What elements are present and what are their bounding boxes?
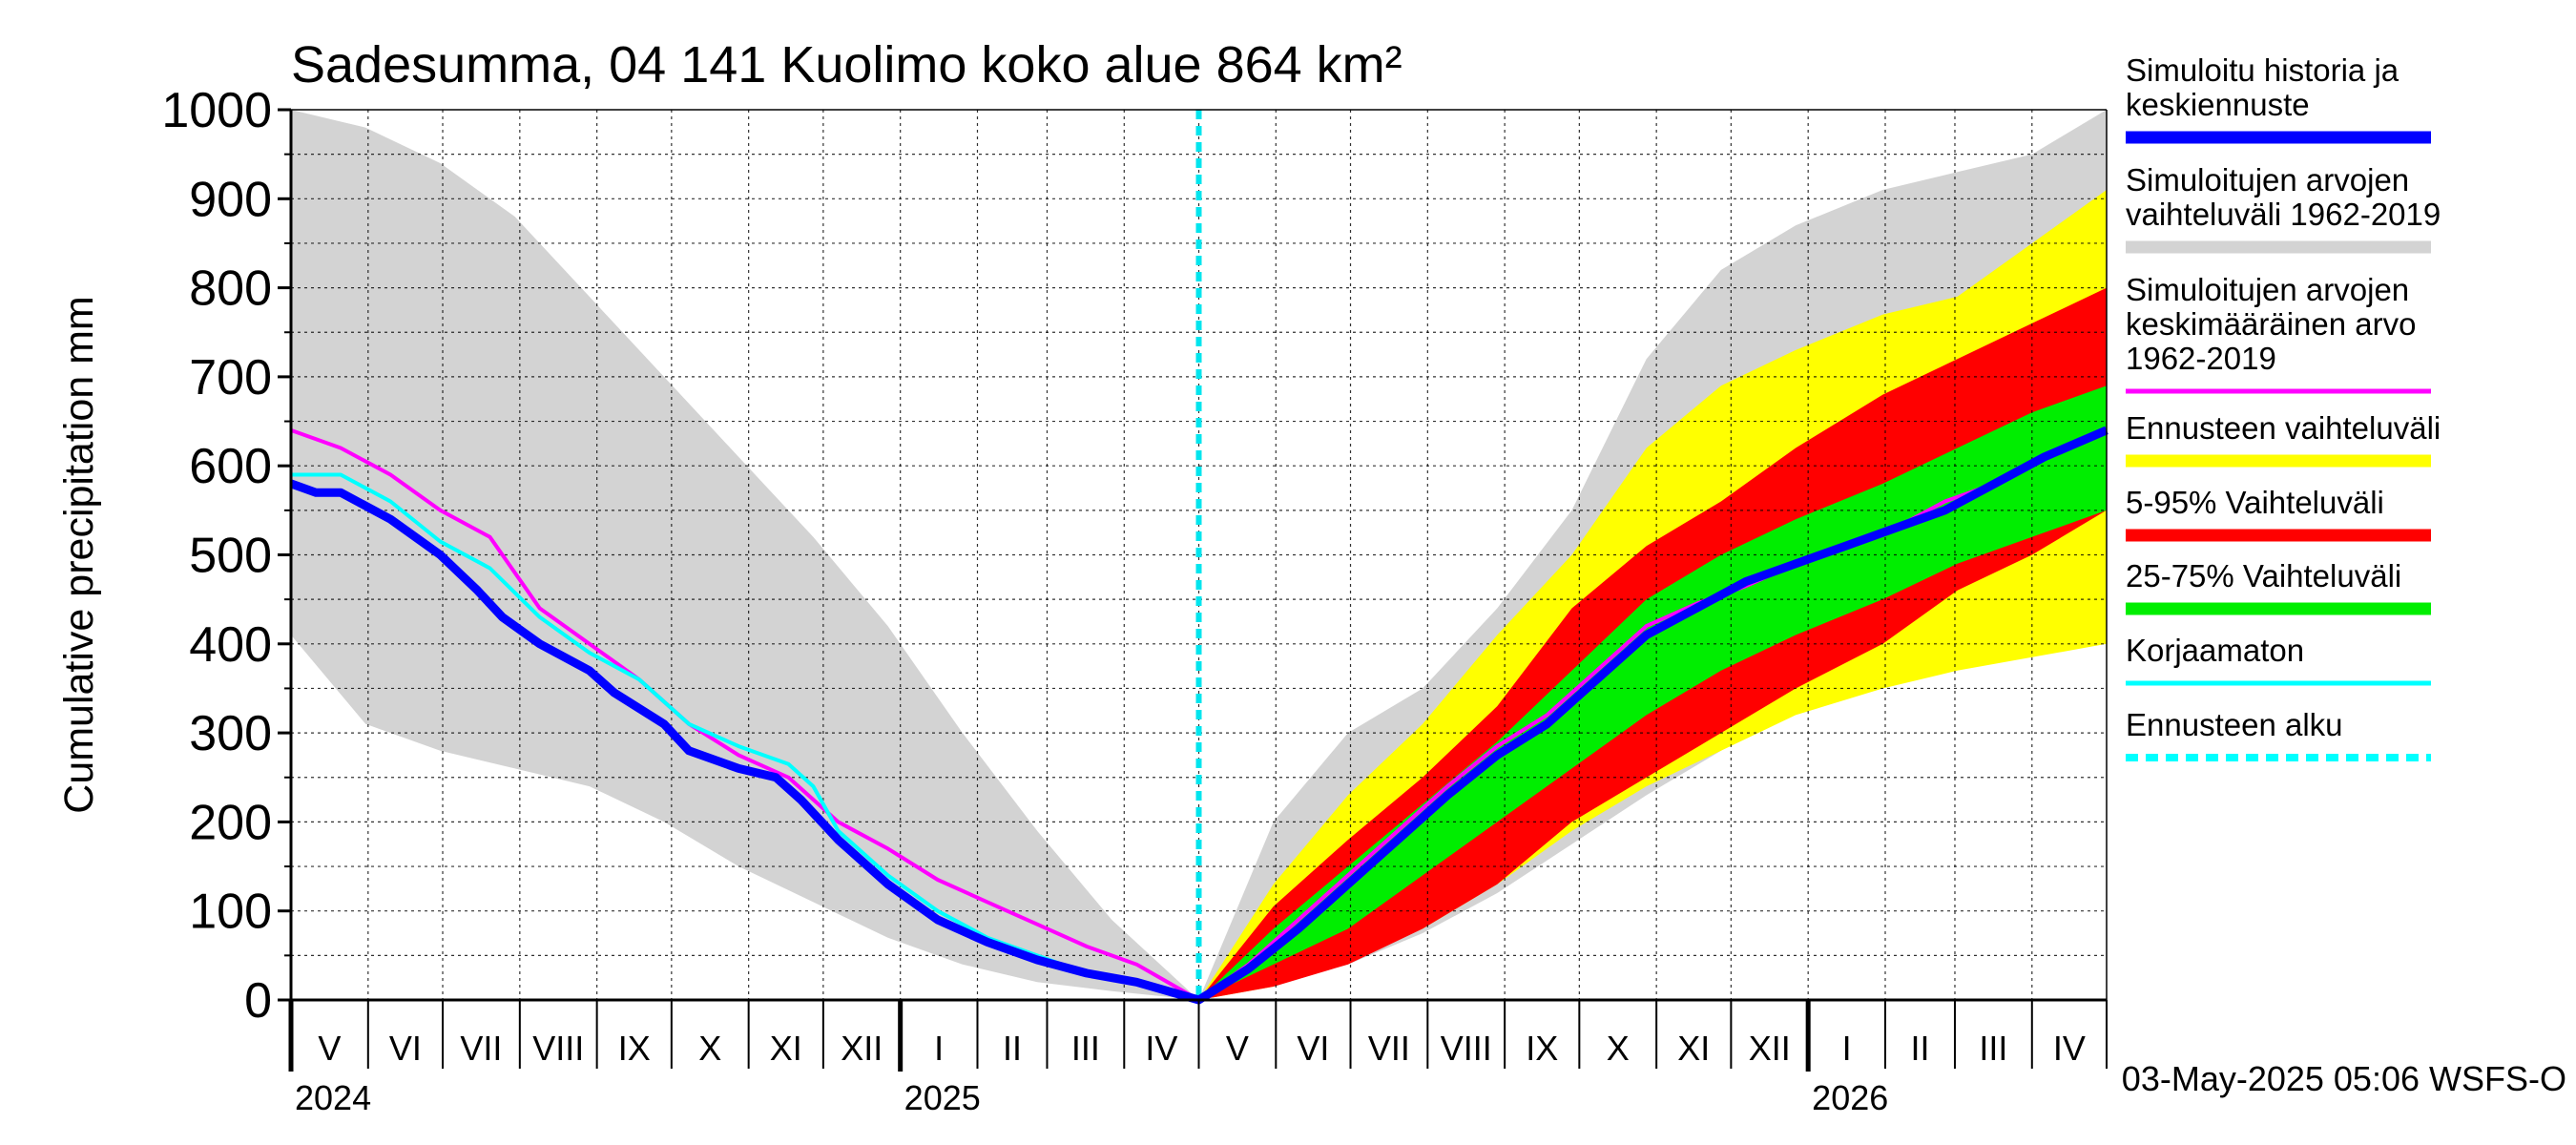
y-tick-label: 100: [189, 885, 272, 940]
x-month-label: X: [698, 1029, 721, 1068]
x-year-label: 2025: [904, 1078, 981, 1117]
x-month-label: VI: [389, 1029, 422, 1068]
legend-label: Ennusteen alku: [2126, 707, 2343, 742]
y-tick-label: 300: [189, 706, 272, 761]
y-tick-label: 400: [189, 617, 272, 673]
y-axis-label: Cumulative precipitation mm: [56, 296, 102, 813]
x-month-label: VII: [460, 1029, 502, 1068]
timestamp-footer: 03-May-2025 05:06 WSFS-O: [2122, 1059, 2566, 1098]
x-month-label: XI: [770, 1029, 802, 1068]
x-month-label: II: [1003, 1029, 1022, 1068]
y-tick-label: 0: [244, 973, 272, 1029]
x-month-label: II: [1910, 1029, 1929, 1068]
band-0: [291, 110, 1199, 1000]
grid-layer: [291, 110, 2107, 1000]
series-line-2: [289, 426, 2109, 1005]
x-year-label: 2024: [295, 1078, 371, 1117]
legend-label: 25-75% Vaihteluväli: [2126, 558, 2401, 593]
legend-label: Simuloitujen arvojen: [2126, 272, 2409, 307]
x-month-label: VI: [1297, 1029, 1329, 1068]
y-tick-label: 500: [189, 529, 272, 584]
legend-label: Simuloitu historia ja: [2126, 52, 2399, 88]
y-tick-label: 900: [189, 172, 272, 227]
x-month-label: IX: [1526, 1029, 1558, 1068]
band-4: [1198, 385, 2107, 1000]
x-month-label: V: [318, 1029, 341, 1068]
x-month-label: X: [1607, 1029, 1630, 1068]
bands-layer: [291, 110, 2107, 1001]
x-month-label: VIII: [1441, 1029, 1492, 1068]
x-month-label: IV: [1145, 1029, 1177, 1068]
x-month-label: III: [1979, 1029, 2007, 1068]
x-month-label: III: [1071, 1029, 1100, 1068]
x-month-label: I: [1842, 1029, 1852, 1068]
y-tick-label: 800: [189, 261, 272, 317]
x-month-label: IX: [618, 1029, 651, 1068]
legend-label: 5-95% Vaihteluväli: [2126, 485, 2384, 520]
chart-title: Sadesumma, 04 141 Kuolimo koko alue 864 …: [291, 36, 1402, 94]
x-month-label: XII: [1749, 1029, 1791, 1068]
x-month-label: VIII: [532, 1029, 584, 1068]
x-month-label: V: [1226, 1029, 1249, 1068]
x-month-label: XI: [1677, 1029, 1710, 1068]
legend-label: Korjaamaton: [2126, 633, 2304, 668]
legend-label: keskiennuste: [2126, 87, 2310, 122]
legend-label: 1962-2019: [2126, 341, 2276, 376]
y-tick-label: 700: [189, 350, 272, 406]
legend-label: vaihteluväli 1962-2019: [2126, 197, 2441, 232]
legend-label: keskimääräinen arvo: [2126, 306, 2416, 342]
legend-label: Ennusteen vaihteluväli: [2126, 410, 2441, 446]
x-month-label: VII: [1368, 1029, 1410, 1068]
x-year-label: 2026: [1812, 1078, 1888, 1117]
x-month-label: I: [934, 1029, 944, 1068]
legend-label: Simuloitujen arvojen: [2126, 162, 2409, 198]
y-tick-label: 1000: [161, 83, 272, 138]
y-tick-label: 200: [189, 795, 272, 850]
y-tick-label: 600: [189, 439, 272, 494]
x-month-label: XII: [841, 1029, 883, 1068]
x-month-label: IV: [2053, 1029, 2086, 1068]
